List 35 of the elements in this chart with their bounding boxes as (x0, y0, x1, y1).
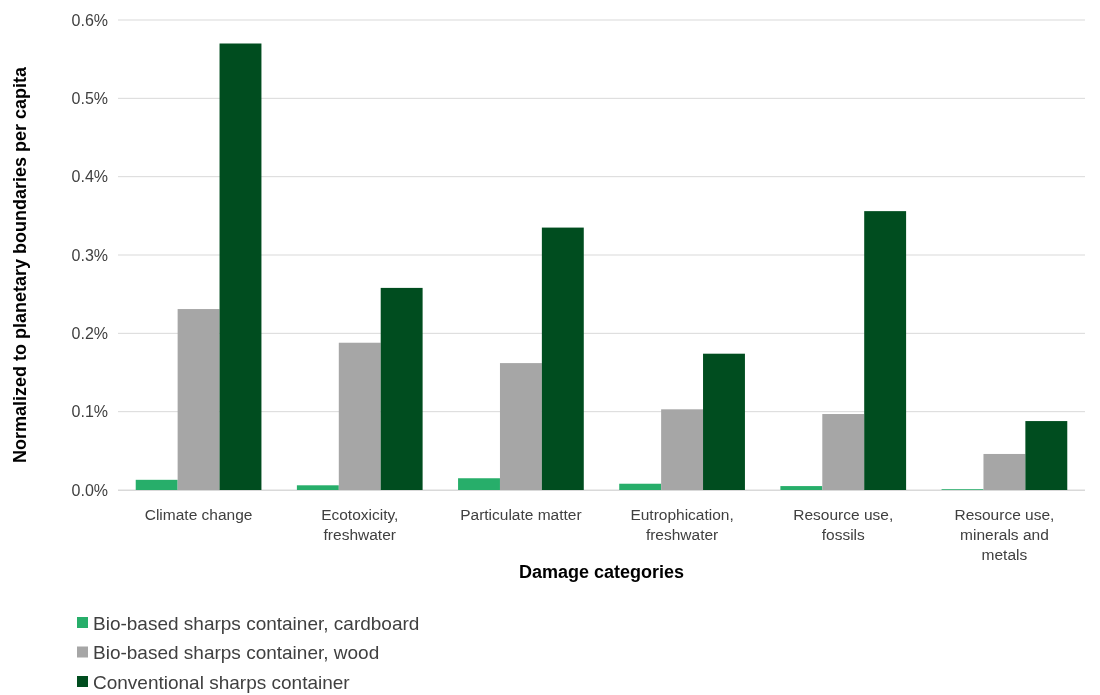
y-tick-label: 0.6% (71, 11, 108, 29)
x-tick-label: Ecotoxicity, freshwater (321, 506, 399, 543)
bar (177, 309, 220, 490)
bar (1025, 421, 1068, 490)
y-axis-title: Normalized to planetary boundaries per capita (10, 65, 30, 464)
legend-label: Conventional sharps container (93, 671, 351, 693)
bar (458, 478, 500, 490)
x-tick-label: Climate change (144, 506, 253, 523)
bar (864, 211, 907, 490)
x-tick-label: Resource use, minerals and metals (954, 506, 1055, 563)
bar (619, 483, 662, 490)
x-axis-title: Damage categories (518, 562, 685, 582)
y-tick-label: 0.2% (71, 324, 108, 342)
bar (338, 342, 381, 490)
bar (499, 363, 542, 490)
bar (380, 287, 423, 490)
bar (661, 409, 704, 490)
bar (703, 353, 745, 490)
bar (135, 479, 178, 490)
y-tick-label: 0.1% (71, 403, 108, 421)
bar (822, 414, 865, 490)
x-tick-label: Particulate matter (460, 506, 582, 523)
y-tick-label: 0.0% (71, 481, 108, 499)
x-tick-label: Resource use, fossils (793, 506, 894, 543)
bar (780, 486, 823, 490)
y-tick-label: 0.5% (71, 89, 108, 107)
x-tick-label: Eutrophication, freshwater (630, 506, 734, 543)
bar (296, 485, 339, 490)
legend-label: Bio-based sharps container, wood (93, 642, 380, 664)
legend-label: Bio-based sharps container, cardboard (93, 612, 420, 634)
bar (219, 43, 262, 490)
bar (983, 453, 1026, 490)
y-tick-label: 0.4% (71, 168, 108, 186)
y-tick-label: 0.3% (71, 246, 108, 264)
bar (541, 227, 584, 490)
